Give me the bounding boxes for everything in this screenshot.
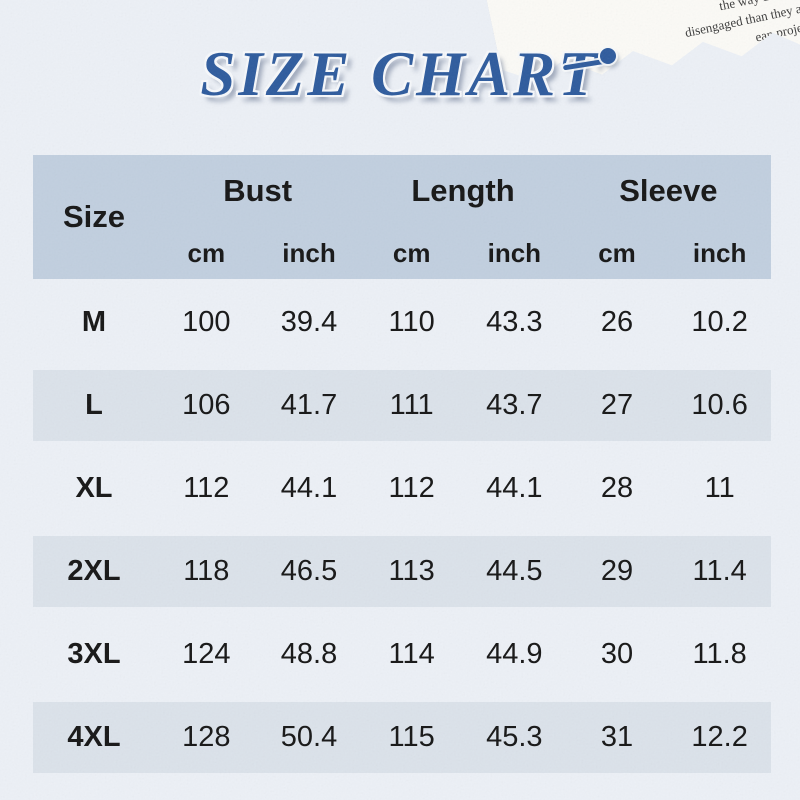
table-body: M 100 39.4 110 43.3 26 10.2 L 106 41.7 1…: [33, 281, 771, 779]
value-cell: 28: [600, 472, 634, 504]
value-cell: 27: [600, 389, 634, 421]
value-cell: 30: [600, 638, 634, 670]
table-row-2xl: 2XL 118 46.5 113 44.5 29 11.4: [33, 530, 771, 613]
size-chart-table: Size Bust Length Sleeve cm inch cm inch …: [33, 155, 771, 779]
value-cell: 43.7: [486, 389, 543, 421]
value-cell: 29: [600, 555, 634, 587]
value-cell: 44.1: [280, 472, 338, 504]
size-cell: 2XL: [67, 555, 121, 587]
value-cell: 50.4: [280, 721, 338, 753]
value-cell: 106: [182, 389, 231, 421]
value-cell: 11.8: [692, 638, 747, 670]
header-unit-sleeve-cm: cm: [598, 237, 636, 268]
value-cell: 124: [182, 638, 231, 670]
value-cell: 31: [600, 721, 634, 753]
size-cell: 4XL: [67, 721, 121, 753]
size-cell: XL: [75, 472, 113, 504]
value-cell: 10.2: [691, 306, 748, 338]
header-size: Size: [62, 199, 126, 234]
header-group-bust: Bust: [223, 173, 293, 208]
value-cell: 39.4: [280, 306, 338, 338]
size-cell: M: [81, 306, 107, 338]
value-cell: 112: [388, 472, 435, 504]
value-cell: 113: [388, 555, 435, 587]
value-cell: 10.6: [691, 389, 748, 421]
value-cell: 44.5: [486, 555, 543, 587]
title-block: SIZE CHART: [0, 38, 800, 111]
table-row-l: L 106 41.7 111 43.7 27 10.6: [33, 364, 771, 447]
table-header: Size Bust Length Sleeve cm inch cm inch …: [33, 155, 771, 279]
value-cell: 110: [388, 306, 435, 338]
value-cell: 118: [183, 555, 230, 587]
value-cell: 46.5: [280, 555, 338, 587]
value-cell: 112: [183, 472, 230, 504]
value-cell: 44.9: [486, 638, 543, 670]
page-title: SIZE CHART: [200, 39, 600, 109]
value-cell: 44.1: [486, 472, 543, 504]
value-cell: 115: [388, 721, 435, 753]
value-cell: 12.2: [691, 721, 748, 753]
title-swash-dot: [600, 48, 616, 64]
header-unit-bust-inch: inch: [282, 237, 336, 268]
value-cell: 45.3: [486, 721, 543, 753]
table-row-3xl: 3XL 124 48.8 114 44.9 30 11.8: [33, 613, 771, 696]
size-cell: L: [85, 389, 103, 421]
value-cell: 48.8: [280, 638, 338, 670]
value-cell: 43.3: [486, 306, 543, 338]
header-group-length: Length: [411, 173, 515, 208]
header-group-sleeve: Sleeve: [619, 173, 718, 208]
value-cell: 11: [704, 472, 735, 504]
value-cell: 41.7: [280, 389, 338, 421]
value-cell: 111: [389, 389, 434, 421]
value-cell: 128: [182, 721, 231, 753]
table-row-xl: XL 112 44.1 112 44.1 28 11: [33, 447, 771, 530]
header-unit-bust-cm: cm: [187, 237, 226, 268]
header-unit-length-cm: cm: [392, 237, 431, 268]
value-cell: 11.4: [692, 555, 747, 587]
value-cell: 114: [388, 638, 435, 670]
table-row-m: M 100 39.4 110 43.3 26 10.2: [33, 281, 771, 364]
header-unit-sleeve-inch: inch: [692, 237, 747, 268]
value-cell: 26: [600, 306, 634, 338]
size-cell: 3XL: [67, 638, 121, 670]
table-row-4xl: 4XL 128 50.4 115 45.3 31 12.2: [33, 696, 771, 779]
value-cell: 100: [182, 306, 231, 338]
header-unit-length-inch: inch: [487, 237, 542, 268]
